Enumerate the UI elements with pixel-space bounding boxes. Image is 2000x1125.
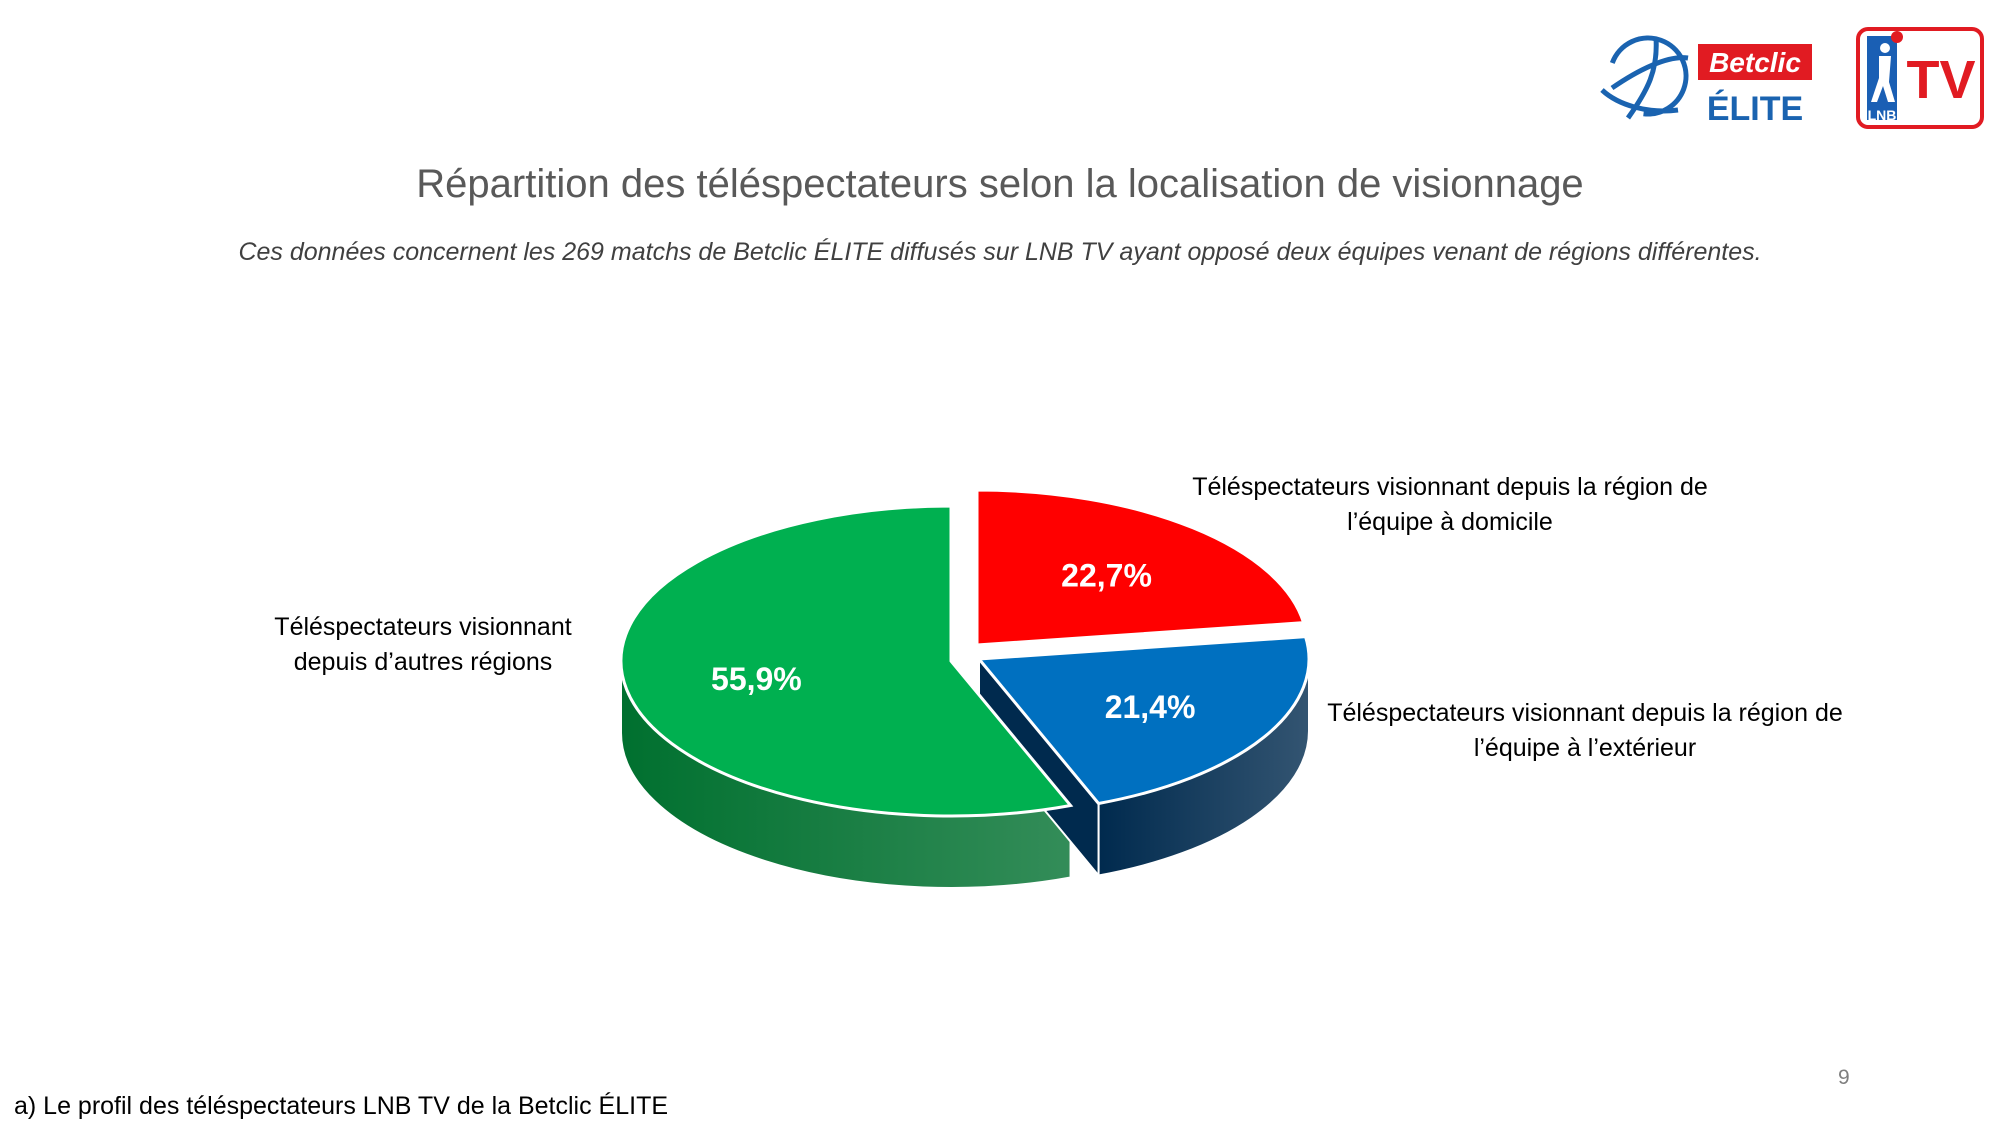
footer-caption: a) Le profil des téléspectateurs LNB TV … [14, 1092, 669, 1120]
pie-slice-2 [975, 635, 1311, 806]
label-home-line-2: l’équipe à domicile [1347, 508, 1553, 536]
player-silhouette-icon [1871, 43, 1895, 102]
label-other-line-2: depuis d’autres régions [293, 648, 553, 676]
page-number: 9 [1838, 1066, 1850, 1089]
label-other-line-1: Téléspectateurs visionnant [274, 613, 572, 641]
data-label-3: 55,9% [711, 661, 802, 697]
data-label-1: 22,7% [1061, 558, 1152, 594]
chart-title: Répartition des téléspectateurs selon la… [416, 162, 1584, 206]
tv-text: TV [1906, 50, 1975, 110]
label-home-line-1: Téléspectateurs visionnant depuis la rég… [1192, 473, 1708, 501]
pie-slice-3 [619, 504, 1074, 818]
lnb-text: LNB [1868, 107, 1897, 123]
pie-slice-1 [975, 488, 1306, 647]
data-label-2: 21,4% [1105, 689, 1196, 725]
betclic-text: Betclic [1709, 47, 1801, 78]
label-away-line-1: Téléspectateurs visionnant depuis la rég… [1327, 699, 1843, 727]
elite-text: ÉLITE [1707, 90, 1803, 128]
betclic-badge [1698, 44, 1812, 80]
lnb-tv-logo: LNB TV [1856, 27, 1984, 129]
label-away-line-2: l’équipe à l’extérieur [1473, 734, 1697, 762]
label-other: Téléspectateurs visionnant depuis d’autr… [243, 610, 603, 680]
label-home: Téléspectateurs visionnant depuis la rég… [1170, 470, 1730, 540]
chart-subtitle: Ces données concernent les 269 matchs de… [238, 238, 1762, 266]
betclic-elite-logo: Betclic ÉLITE [1600, 35, 1812, 128]
label-away: Téléspectateurs visionnant depuis la rég… [1305, 696, 1865, 766]
